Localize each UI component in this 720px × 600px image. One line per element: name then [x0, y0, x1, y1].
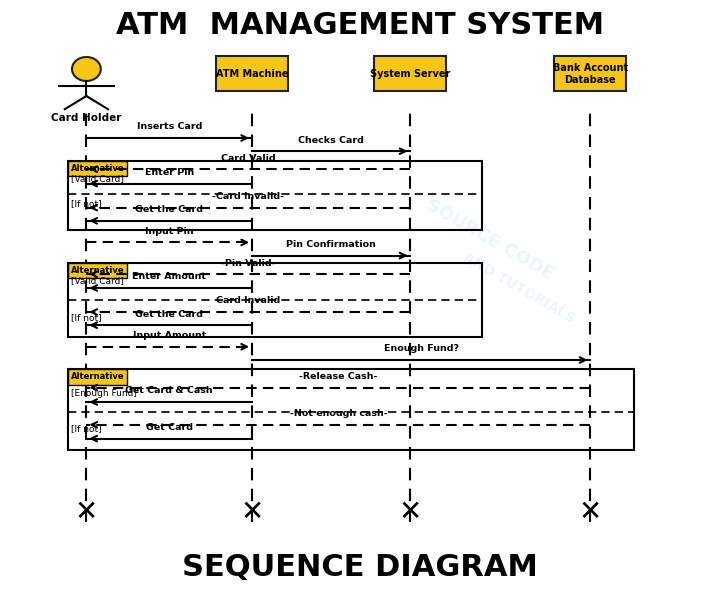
Text: [If not]: [If not]	[71, 199, 102, 208]
Text: ATM Machine: ATM Machine	[216, 69, 288, 79]
Text: Card Invalid: Card Invalid	[216, 296, 281, 305]
Text: Card Holder: Card Holder	[51, 113, 122, 123]
Circle shape	[72, 57, 101, 81]
Text: System Server: System Server	[370, 69, 451, 79]
Bar	[68, 263, 127, 278]
Text: Bank Account
Database: Bank Account Database	[553, 63, 628, 85]
Text: Inserts Card: Inserts Card	[137, 122, 202, 131]
Text: Input Amount: Input Amount	[132, 331, 206, 340]
Text: [Valid Card]: [Valid Card]	[71, 275, 124, 284]
Text: Alternative: Alternative	[71, 164, 125, 173]
Text: ✕: ✕	[75, 498, 98, 526]
Text: Get the Card: Get the Card	[135, 205, 203, 214]
Text: Input Pin: Input Pin	[145, 227, 194, 236]
Bar	[554, 56, 626, 91]
Text: SOURCE CODE: SOURCE CODE	[423, 196, 557, 284]
Text: Enter Pin: Enter Pin	[145, 168, 194, 177]
Text: Card Valid: Card Valid	[221, 154, 276, 163]
Text: Checks Card: Checks Card	[298, 136, 364, 145]
Text: -Release Cash-: -Release Cash-	[300, 372, 377, 381]
Bar	[68, 161, 127, 176]
Text: [Valid Card]: [Valid Card]	[71, 174, 124, 184]
Text: [If not]: [If not]	[71, 313, 102, 323]
Text: -Card Invalid-: -Card Invalid-	[212, 192, 284, 201]
Text: [Enough Fund]: [Enough Fund]	[71, 389, 137, 398]
Bar	[68, 369, 634, 450]
Text: Alternative: Alternative	[71, 372, 125, 382]
Text: ✕: ✕	[579, 498, 602, 526]
Text: ✕: ✕	[240, 498, 264, 526]
Text: -Not enough cash-: -Not enough cash-	[289, 409, 387, 418]
Text: Alternative: Alternative	[71, 266, 125, 275]
Text: Enough Fund?: Enough Fund?	[384, 344, 459, 353]
Bar	[374, 56, 446, 91]
Text: ✕: ✕	[399, 498, 422, 526]
Text: Get the Card: Get the Card	[135, 310, 203, 319]
Bar	[68, 161, 482, 230]
Text: Get Card & Cash: Get Card & Cash	[125, 386, 213, 395]
Bar	[68, 369, 127, 385]
Text: -Pin Valid-: -Pin Valid-	[221, 259, 276, 268]
Text: SEQUENCE DIAGRAM: SEQUENCE DIAGRAM	[182, 553, 538, 581]
Text: Enter Amount: Enter Amount	[132, 272, 206, 281]
Text: Pin Confirmation: Pin Confirmation	[287, 240, 376, 249]
Text: AND TUTORIALS: AND TUTORIALS	[460, 250, 577, 326]
Text: [If not]: [If not]	[71, 425, 102, 433]
Text: ATM  MANAGEMENT SYSTEM: ATM MANAGEMENT SYSTEM	[116, 11, 604, 40]
Text: Get Card: Get Card	[145, 423, 193, 432]
Bar	[68, 263, 482, 337]
Bar	[216, 56, 288, 91]
